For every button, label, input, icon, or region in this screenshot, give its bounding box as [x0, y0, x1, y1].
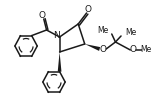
- Text: Me: Me: [97, 26, 108, 35]
- Polygon shape: [85, 44, 100, 51]
- Polygon shape: [58, 52, 61, 72]
- Text: Me: Me: [141, 44, 152, 53]
- Text: O: O: [100, 44, 107, 53]
- Text: O: O: [130, 44, 137, 53]
- Text: N: N: [53, 32, 60, 40]
- Text: Me: Me: [125, 28, 136, 36]
- Text: O: O: [84, 5, 91, 13]
- Text: O: O: [38, 11, 45, 19]
